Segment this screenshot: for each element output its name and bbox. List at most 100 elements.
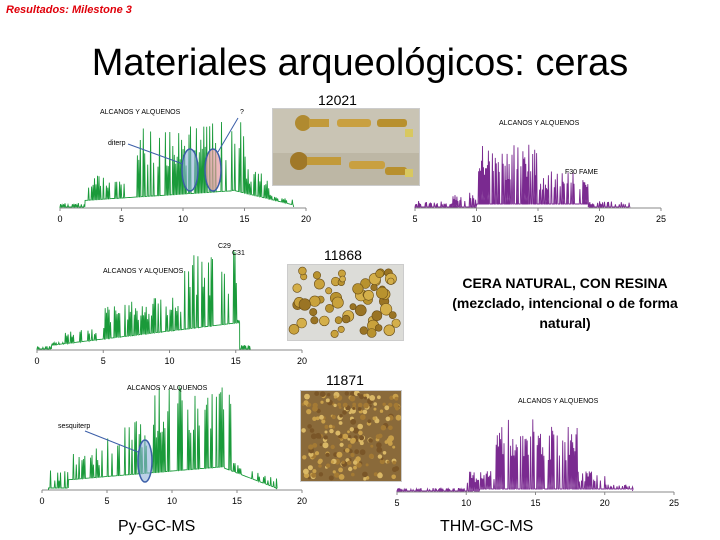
bead	[319, 315, 330, 327]
bead	[327, 393, 331, 397]
bead	[370, 283, 378, 292]
bead	[376, 447, 383, 453]
bead	[386, 460, 390, 464]
bead	[344, 391, 349, 396]
bead	[312, 271, 321, 280]
x-tick-label: 0	[39, 496, 44, 506]
bead	[359, 449, 366, 456]
bead	[363, 477, 367, 481]
bead	[374, 324, 383, 332]
x-tick-label: 20	[301, 214, 311, 224]
bead	[359, 435, 365, 441]
bead	[333, 395, 337, 399]
annotation-alcanos: ALCANOS Y ALQUENOS	[518, 398, 599, 405]
x-tick-label: 5	[101, 356, 106, 366]
annotation-alcanos: ALCANOS Y ALQUENOS	[100, 109, 181, 116]
bead	[345, 448, 350, 453]
x-tick-label: 15	[231, 356, 241, 366]
bead	[306, 409, 312, 415]
x-tick-label: 15	[232, 496, 242, 506]
bead	[333, 403, 337, 408]
bead	[356, 462, 362, 468]
bead	[319, 391, 326, 397]
bead	[325, 287, 333, 295]
slide-title: Materiales arqueológicos: ceras	[91, 42, 629, 84]
bead	[357, 423, 363, 430]
unknown-ellipse	[204, 148, 222, 192]
bead	[304, 393, 310, 400]
bead	[298, 266, 307, 276]
bead	[355, 438, 359, 442]
bead	[347, 430, 350, 434]
annotation-alcanos: ALCANOS Y ALQUENOS	[499, 120, 580, 127]
bead	[339, 442, 344, 447]
bead	[360, 414, 366, 420]
x-tick-label: 15	[239, 214, 249, 224]
bead	[379, 303, 393, 316]
x-tick-label: 25	[656, 214, 666, 224]
bead	[380, 425, 387, 431]
bead	[334, 316, 343, 325]
photo-11871	[300, 390, 402, 482]
chromatogram-trace	[48, 386, 278, 490]
bead	[392, 466, 398, 472]
bead	[349, 427, 354, 432]
bead	[341, 460, 345, 464]
bead	[392, 445, 396, 449]
annotation-alcanos: ALCANOS Y ALQUENOS	[103, 268, 184, 275]
bead	[379, 409, 384, 413]
chromatogram-trace	[59, 121, 295, 208]
x-tick-label: 5	[412, 214, 417, 224]
bead	[365, 463, 369, 467]
bead	[319, 414, 324, 420]
bead	[386, 437, 393, 444]
bead	[325, 304, 334, 313]
bead	[349, 303, 357, 311]
bead	[331, 425, 335, 429]
bead	[382, 451, 387, 455]
bead	[353, 465, 357, 470]
x-tick-label: 20	[594, 214, 604, 224]
bead	[330, 444, 335, 450]
bead	[315, 416, 320, 421]
bead	[330, 460, 334, 464]
bead	[314, 391, 320, 396]
bead	[298, 298, 311, 311]
bead	[309, 428, 315, 433]
bead	[348, 466, 353, 472]
bead	[310, 316, 319, 325]
bead	[338, 421, 343, 425]
sample-11868-label: 11868	[324, 247, 362, 263]
bead	[334, 472, 340, 478]
bead	[308, 444, 314, 450]
bead	[368, 438, 373, 443]
bead	[388, 402, 393, 408]
annotation-question: ?	[240, 109, 244, 116]
annotation-f30-fame: F30 FAME	[565, 169, 598, 176]
bead	[348, 449, 353, 454]
bead	[309, 295, 321, 307]
bead	[315, 432, 322, 439]
annotation-alcanos: ALCANOS Y ALQUENOS	[127, 385, 208, 392]
bead	[395, 414, 401, 421]
bead	[347, 460, 352, 465]
bead	[321, 419, 326, 424]
bead	[349, 395, 356, 402]
bead	[312, 416, 317, 421]
bead	[352, 402, 357, 407]
bead	[332, 470, 336, 474]
bead	[318, 472, 324, 477]
bead	[342, 410, 347, 415]
diterp-ellipse	[181, 148, 199, 192]
bead	[362, 409, 368, 415]
x-tick-label: 20	[297, 356, 307, 366]
photo-11868	[287, 264, 404, 341]
bead	[377, 395, 381, 400]
bead	[375, 286, 389, 299]
bead	[323, 435, 328, 440]
bead	[375, 269, 384, 278]
x-tick-label: 10	[461, 498, 471, 508]
x-tick-label: 15	[533, 214, 543, 224]
bead	[328, 424, 333, 429]
bead	[341, 314, 351, 324]
